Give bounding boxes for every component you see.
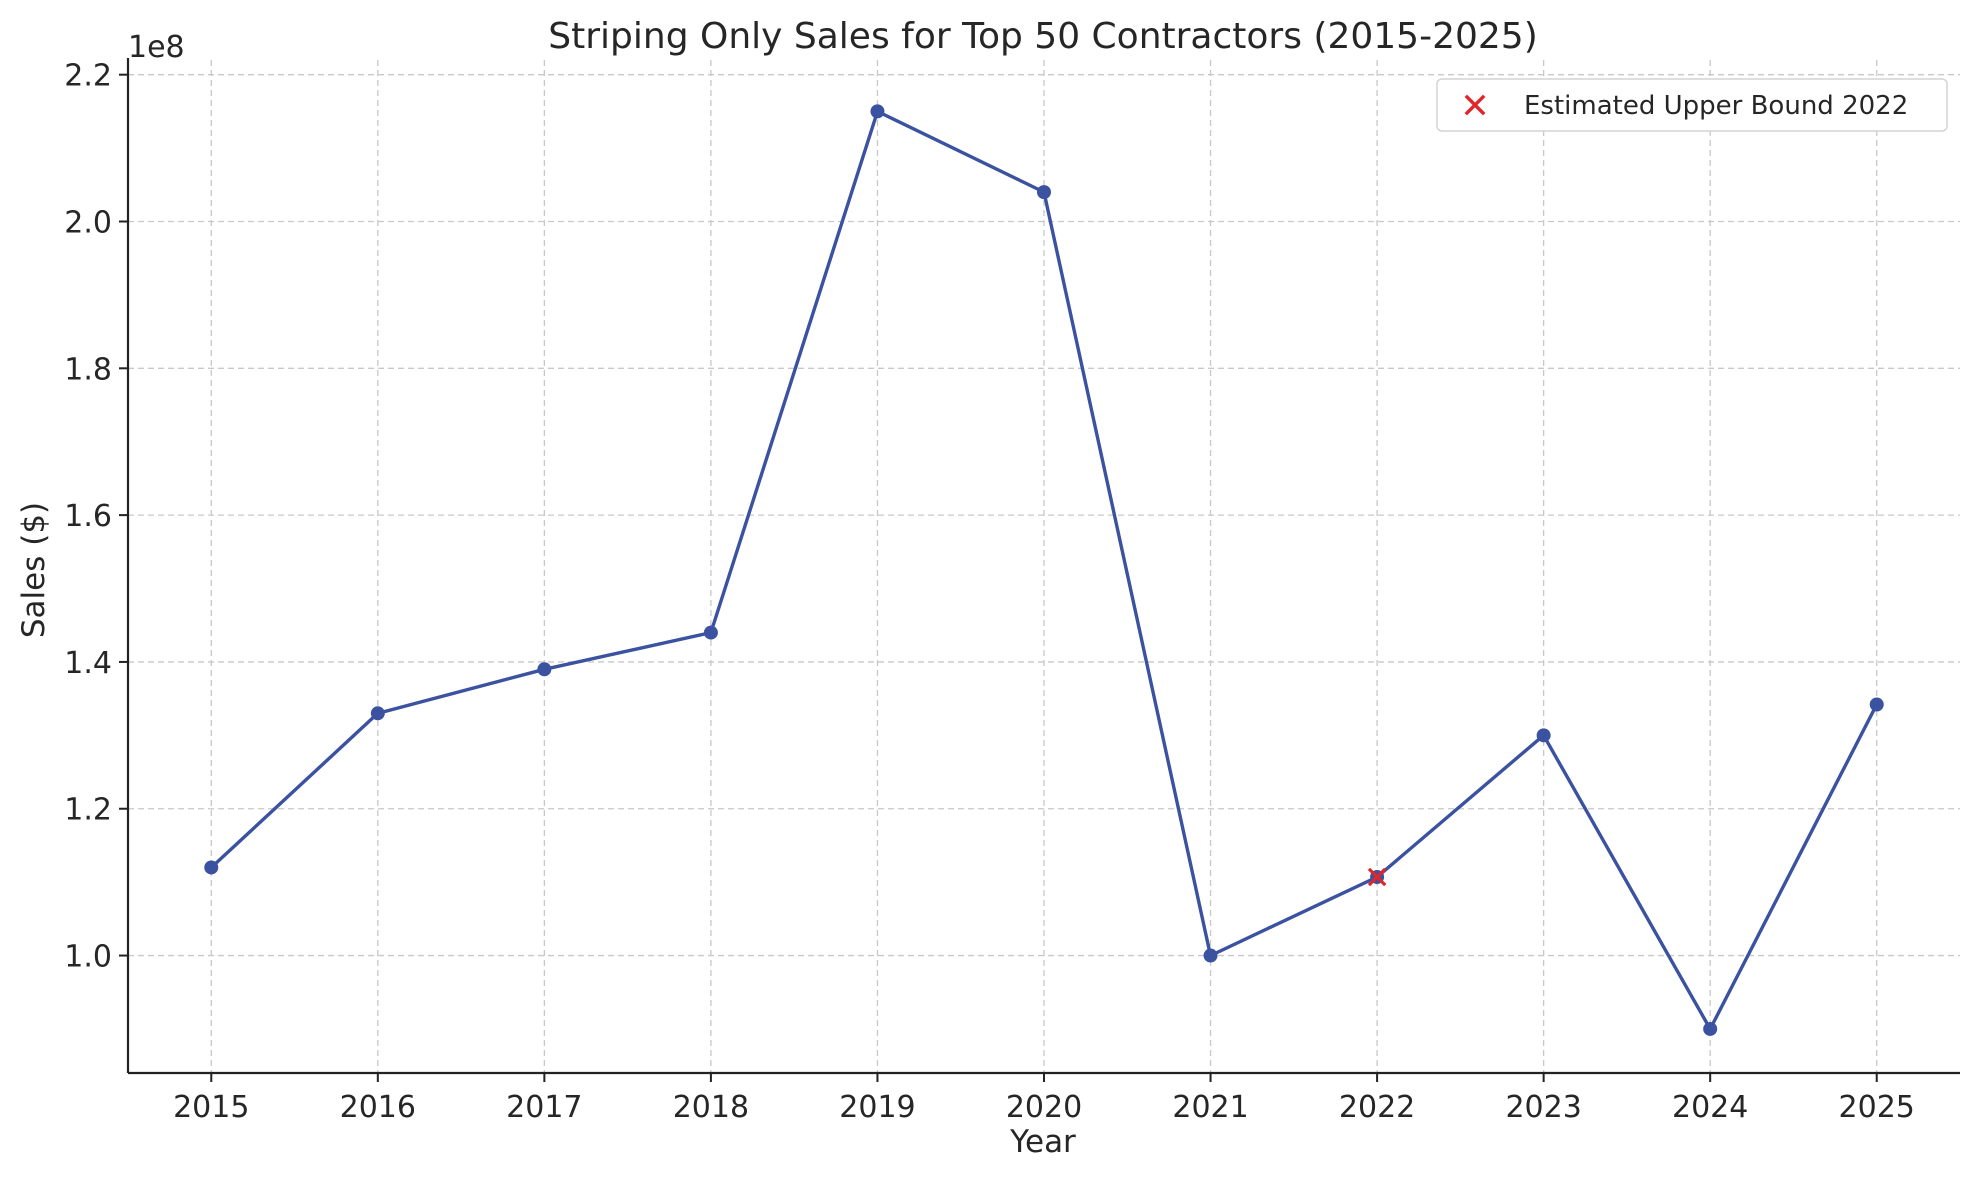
data-point (703, 625, 718, 640)
data-point (1037, 185, 1051, 200)
x-axis-label: Year (1009, 1124, 1076, 1160)
x-tick-label: 2018 (673, 1090, 749, 1125)
ticks: 2015 2016 2017 2018 2019 2020 2021 2022 2023 2024… (64, 59, 1915, 1125)
y-tick-label: 1.4 (64, 646, 112, 681)
data-point (1203, 948, 1218, 963)
x-tick-label: 2019 (839, 1090, 915, 1125)
chart-title: Striping Only Sales for Top 50 Contracto… (548, 16, 1538, 57)
y-tick-label: 1.6 (64, 499, 112, 534)
x-tick-label: 2024 (1672, 1090, 1748, 1125)
data-point (370, 706, 385, 721)
x-tick-label: 2016 (340, 1090, 416, 1125)
data-point (1536, 728, 1551, 743)
legend: Estimated Upper Bound 2022 (1436, 78, 1948, 132)
x-tick-label: 2017 (506, 1090, 582, 1125)
y-tick-label: 2.2 (64, 59, 112, 94)
x-tick-label: 2021 (1172, 1090, 1248, 1125)
y-tick-label: 1.0 (64, 940, 112, 975)
y-tick-label: 1.2 (64, 793, 112, 828)
estimated-marker (1367, 867, 1387, 887)
y-axis-label: Sales ($) (16, 502, 52, 638)
data-point (1703, 1021, 1718, 1036)
x-tick-label: 2025 (1839, 1090, 1915, 1125)
legend-marker-x (1464, 94, 1486, 116)
data-point (204, 860, 219, 875)
x-tick-label: 2015 (173, 1090, 249, 1125)
axes (126, 58, 1960, 1075)
x-tick-label: 2023 (1505, 1090, 1581, 1125)
data-point (537, 662, 552, 677)
legend-label: Estimated Upper Bound 2022 (1524, 91, 1908, 121)
x-tick-label: 2022 (1339, 1090, 1415, 1125)
y-tick-label: 2.0 (64, 205, 112, 240)
y-tick-label: 1.8 (64, 352, 112, 387)
legend-box (1436, 78, 1948, 132)
grid (128, 60, 1960, 1073)
data-point (870, 104, 885, 119)
series (204, 104, 1884, 1036)
data-point (1869, 697, 1884, 712)
y-offset-label: 1e8 (128, 30, 185, 65)
x-tick-label: 2020 (1006, 1090, 1082, 1125)
